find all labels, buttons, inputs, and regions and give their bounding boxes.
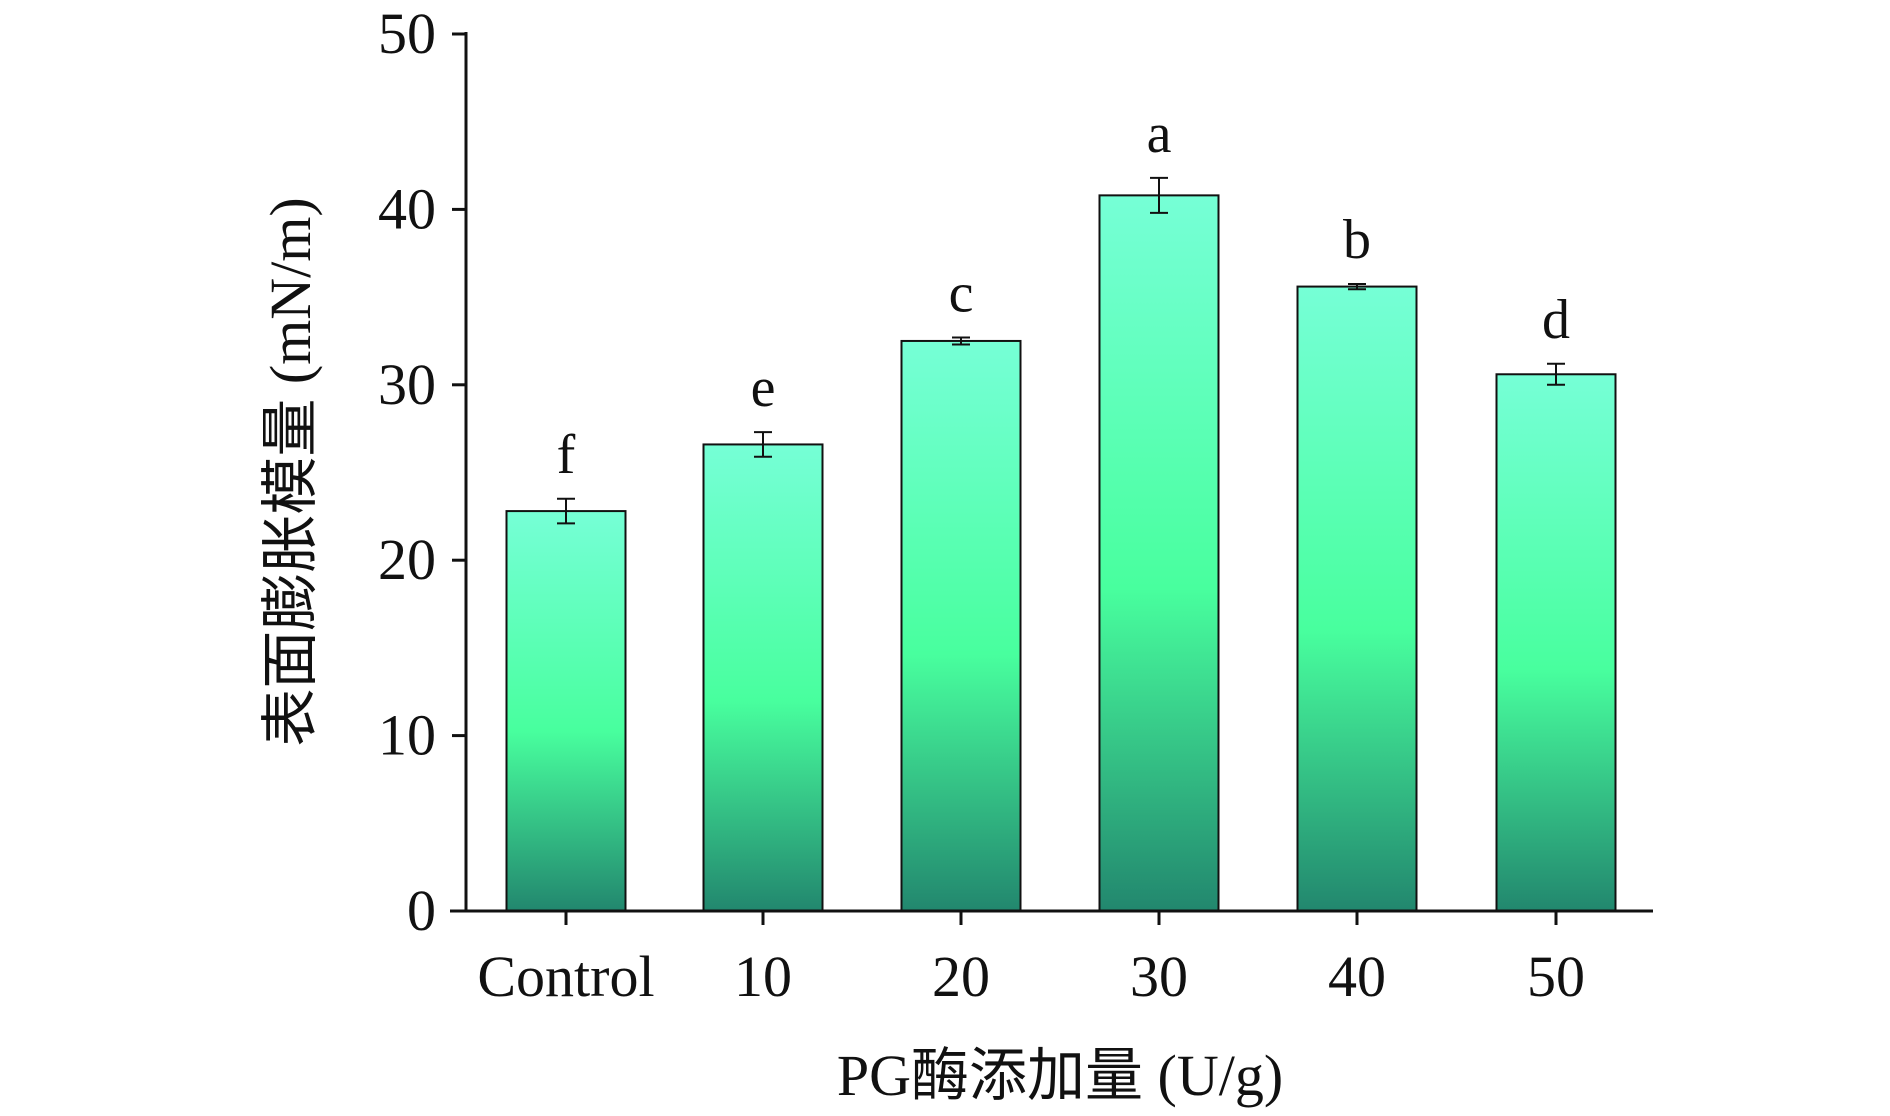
error-bar [1150,176,1168,214]
x-tick-label: 30 [1130,944,1188,1009]
significance-letter: f [557,424,576,486]
y-axis-label: 表面膨胀模量 (mN/m) [258,197,323,746]
significance-letter: d [1542,289,1570,351]
y-tick-label: 0 [407,878,436,943]
bar-50 [1495,373,1617,912]
y-tick-label: 10 [378,703,436,768]
axes: Control 10 20 30 40 50 0 10 20 30 40 50 [378,1,1653,1009]
bars: f e c a b d [505,103,1617,913]
bar-20 [900,339,1022,912]
significance-letter: a [1147,103,1172,165]
significance-letter: b [1343,209,1371,271]
x-tick-label: 50 [1527,944,1585,1009]
x-tick-label: Control [477,944,654,1009]
x-axis-label: PG酶添加量 (U/g) [837,1043,1283,1108]
y-tick-label: 40 [378,176,436,241]
significance-letter: e [751,357,776,419]
error-bar [1348,282,1366,291]
error-bar [1547,362,1565,386]
y-tick-label: 20 [378,527,436,592]
significance-letter: c [949,262,974,324]
bar-40 [1296,285,1418,912]
error-bar [952,336,970,346]
x-tick-label: 10 [734,944,792,1009]
error-bar [557,497,575,525]
x-tick-label: 20 [932,944,990,1009]
y-tick-label: 50 [378,1,436,66]
x-tick-label: 40 [1328,944,1386,1009]
bar-Control [505,510,627,912]
bar-30 [1098,194,1220,913]
y-tick-label: 30 [378,352,436,417]
error-bar [754,431,772,458]
bar-10 [702,443,824,912]
